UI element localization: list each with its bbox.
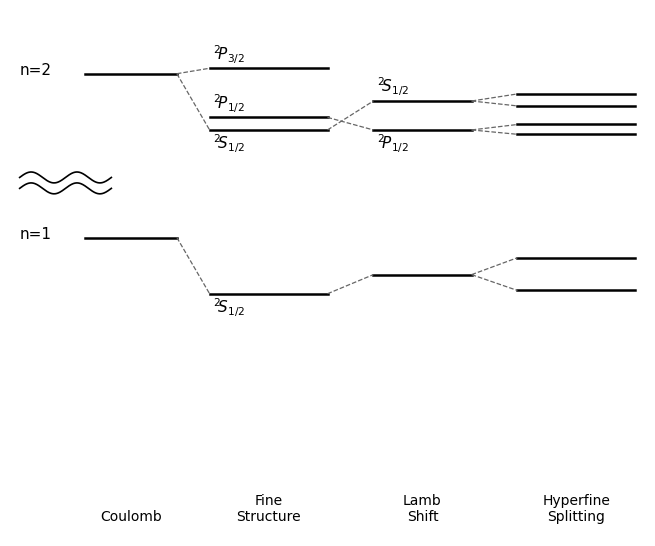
Text: Fine
Structure: Fine Structure (236, 494, 301, 524)
Text: Coulomb: Coulomb (100, 510, 162, 524)
Text: $^2\!P_{1/2}$: $^2\!P_{1/2}$ (213, 92, 245, 115)
Text: $^2\!S_{1/2}$: $^2\!S_{1/2}$ (377, 75, 409, 98)
Text: $^2\!S_{1/2}$: $^2\!S_{1/2}$ (213, 133, 245, 156)
Text: $^2\!P_{1/2}$: $^2\!P_{1/2}$ (377, 133, 409, 156)
Text: n=2: n=2 (20, 63, 52, 79)
Text: $^2\!P_{3/2}$: $^2\!P_{3/2}$ (213, 43, 245, 66)
Text: n=1: n=1 (20, 227, 52, 242)
Text: Hyperfine
Splitting: Hyperfine Splitting (542, 494, 610, 524)
Text: Lamb
Shift: Lamb Shift (403, 494, 442, 524)
Text: $^2\!S_{1/2}$: $^2\!S_{1/2}$ (213, 296, 245, 319)
